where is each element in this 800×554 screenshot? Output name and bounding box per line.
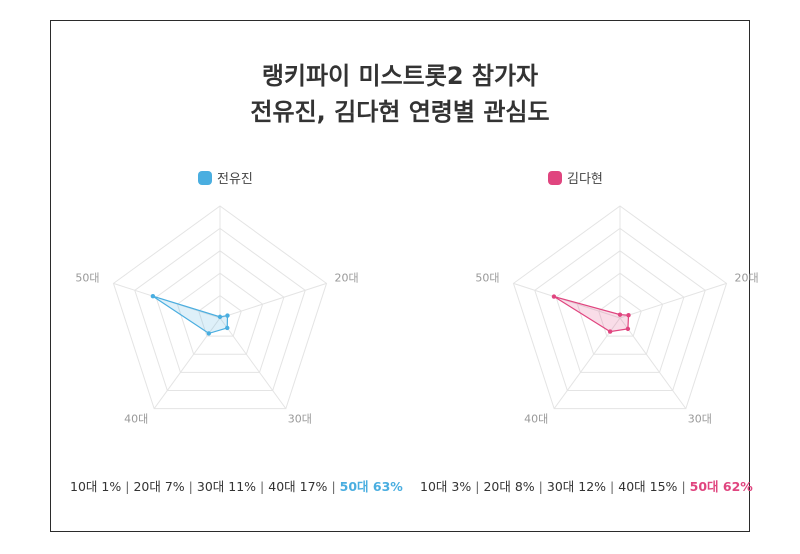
axis-label-40: 40대 [124,413,148,426]
summary-highlight: 50대 62% [689,479,753,494]
radar-chart-jeon-yujin: 10대20대30대40대50대 [75,205,359,426]
axis-label-20: 20대 [734,271,758,284]
radar-series-area [152,295,229,335]
summary-separator: | [538,479,543,494]
summary-item: 30대 12% [546,479,607,494]
chart-title-line1: 랭키파이 미스트롯2 참가자 [261,62,539,90]
summary-separator: | [331,479,336,494]
summary-separator: | [475,479,480,494]
radar-grid-ring [598,294,642,337]
summary-item: 30대 11% [196,479,257,494]
axis-label-40: 40대 [524,413,548,426]
radar-point-10 [617,312,623,317]
summary-highlight: 50대 63% [339,479,403,494]
summary-item: 20대 7% [133,479,185,494]
summary-separator: | [260,479,265,494]
summary-item: 40대 17% [268,479,328,494]
chart-frame [50,20,750,532]
summary-separator: | [188,479,193,494]
axis-label-30: 30대 [688,413,712,426]
axis-label-50: 50대 [75,271,99,284]
legend-swatch-kim-dahyun [548,170,562,185]
summary-item: 40대 15% [618,479,678,494]
radar-point-40 [607,329,613,334]
radar-point-20 [225,313,230,318]
radar-spoke [219,317,287,409]
radar-spoke [219,282,327,319]
legend-jeon-yujin: 전유진 [198,168,253,187]
summary-item: 10대 1% [70,479,122,494]
summary-item: 10대 3% [420,479,472,494]
summary-separator: | [610,479,615,494]
axis-label-20: 20대 [334,271,358,284]
legend-label-jeon-yujin: 전유진 [217,172,253,187]
radar-point-50 [150,293,156,299]
summary-separator: | [681,479,686,494]
radar-grid-ring [576,272,664,355]
chart-title-line2: 전유진, 김다현 연령별 관심도 [250,98,550,126]
radar-grid-ring [155,250,285,373]
radar-grid-ring [534,227,706,391]
summary-item: 20대 8% [483,479,535,494]
radar-spoke [619,317,687,409]
summary-separator: | [125,479,130,494]
summary-kim-dahyun: 10대 3% | 20대 8% | 30대 12% | 40대 15% | 50대 62% [420,476,753,495]
radar-spoke [513,282,621,319]
legend-kim-dahyun: 김다현 [548,168,603,187]
radar-grid-ring [112,205,328,410]
radar-chart-kim-dahyun: 10대20대30대40대50대 [475,205,759,426]
radar-point-20 [626,313,631,318]
radar-grid [112,205,328,410]
radar-grid-ring [512,205,728,410]
axis-label-30: 30대 [288,413,312,426]
radar-grid-ring [198,294,242,337]
radar-grid [512,205,728,410]
summary-jeon-yujin: 10대 1% | 20대 7% | 30대 11% | 40대 17% | 50대 63% [70,476,403,495]
legend-swatch-jeon-yujin [198,170,212,185]
radar-point-50 [551,294,557,299]
radar-grid-ring [555,250,685,373]
radar-point-10 [217,314,223,320]
legend-label-kim-dahyun: 김다현 [567,172,603,187]
radar-point-40 [206,331,212,336]
radar-point-30 [225,325,230,331]
radar-grid-ring [176,272,264,355]
axis-label-50: 50대 [475,271,499,284]
radar-grid-ring [134,227,306,391]
radar-spoke [619,282,727,319]
radar-point-30 [625,326,631,332]
